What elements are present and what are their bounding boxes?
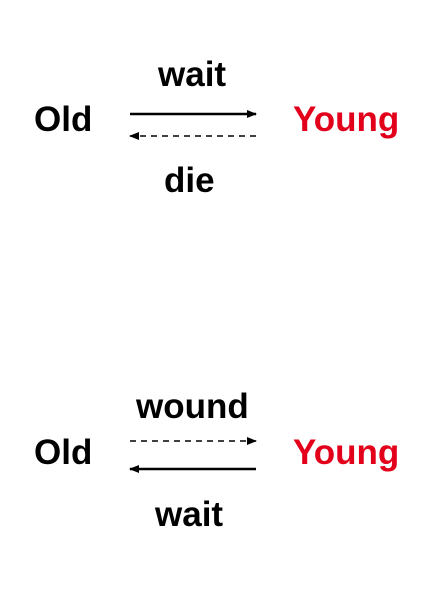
arrow-top-label: wait: [158, 55, 227, 94]
young-node-label: Young: [293, 100, 400, 139]
old-node-label: Old: [34, 433, 93, 472]
arrow-bottom-label: die: [164, 161, 215, 200]
old-node-label: Old: [34, 100, 93, 139]
arrow-top-label: wound: [136, 387, 249, 426]
young-node-label: Young: [293, 433, 400, 472]
arrow-bottom-label: wait: [155, 495, 224, 534]
